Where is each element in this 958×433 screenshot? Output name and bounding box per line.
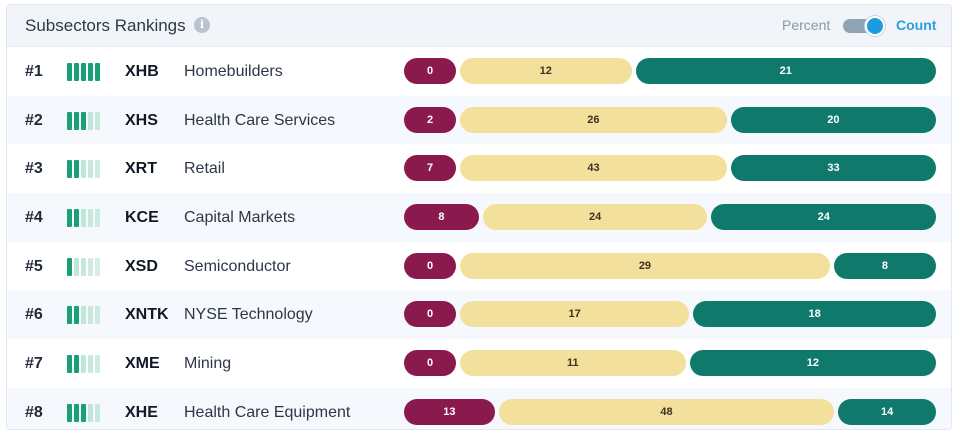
subsectors-rankings-panel: Subsectors Rankings i Percent Count #1 XH… bbox=[6, 4, 952, 430]
negative-count-bar[interactable]: 2 bbox=[404, 106, 456, 133]
ranking-row[interactable]: #2 XHS Health Care Services 2 26 20 bbox=[7, 95, 951, 145]
breakdown-bar: 8 24 24 bbox=[404, 204, 936, 231]
negative-count-bar[interactable]: 0 bbox=[404, 301, 456, 328]
percent-count-switch[interactable] bbox=[843, 16, 887, 36]
rank-number: #2 bbox=[25, 111, 43, 129]
subsector-name: Mining bbox=[184, 355, 232, 373]
ranking-row[interactable]: #8 XHE Health Care Equipment 13 48 14 bbox=[7, 387, 951, 429]
panel-header: Subsectors Rankings i Percent Count bbox=[7, 5, 951, 47]
strength-indicator-icon bbox=[67, 403, 100, 422]
rank-number: #6 bbox=[25, 306, 43, 324]
percent-toggle-label[interactable]: Percent bbox=[782, 17, 831, 33]
neutral-count-bar[interactable]: 24 bbox=[482, 204, 708, 231]
ticker-symbol[interactable]: XSD bbox=[125, 257, 158, 275]
negative-count-bar[interactable]: 0 bbox=[404, 58, 456, 84]
ticker-symbol[interactable]: XHE bbox=[125, 403, 158, 421]
negative-count-bar[interactable]: 13 bbox=[404, 398, 495, 425]
negative-count-bar[interactable]: 7 bbox=[404, 155, 456, 182]
strength-indicator-icon bbox=[67, 63, 100, 81]
breakdown-bar: 0 12 21 bbox=[404, 58, 936, 84]
strength-indicator-icon bbox=[67, 209, 100, 228]
panel-title: Subsectors Rankings bbox=[25, 16, 186, 35]
subsector-name: Capital Markets bbox=[184, 209, 296, 227]
positive-count-bar[interactable]: 33 bbox=[731, 155, 936, 182]
count-toggle-label[interactable]: Count bbox=[896, 17, 937, 33]
subsector-name: Health Care Services bbox=[184, 111, 336, 129]
ranking-row[interactable]: #6 XNTK NYSE Technology 0 17 18 bbox=[7, 290, 951, 340]
rank-number: #8 bbox=[25, 403, 43, 421]
strength-indicator-icon bbox=[67, 160, 100, 179]
positive-count-bar[interactable]: 18 bbox=[693, 301, 936, 328]
negative-count-bar[interactable]: 0 bbox=[404, 350, 456, 377]
ticker-symbol[interactable]: XHB bbox=[125, 63, 159, 80]
rank-number: #1 bbox=[25, 63, 43, 80]
rank-number: #3 bbox=[25, 160, 43, 178]
rank-number: #7 bbox=[25, 355, 43, 373]
positive-count-bar[interactable]: 24 bbox=[711, 204, 936, 231]
ticker-symbol[interactable]: XNTK bbox=[125, 306, 169, 324]
subsector-name: Health Care Equipment bbox=[184, 403, 351, 421]
positive-count-bar[interactable]: 21 bbox=[635, 58, 936, 84]
ranking-row[interactable]: #3 XRT Retail 7 43 33 bbox=[7, 144, 951, 193]
neutral-count-bar[interactable]: 12 bbox=[460, 58, 632, 84]
breakdown-bar: 0 17 18 bbox=[404, 301, 936, 328]
breakdown-bar: 0 29 8 bbox=[404, 252, 936, 279]
ranking-row[interactable]: #4 KCE Capital Markets 8 24 24 bbox=[7, 193, 951, 242]
strength-indicator-icon bbox=[67, 111, 100, 130]
ranking-row[interactable]: #7 XME Mining 0 11 12 bbox=[7, 339, 951, 388]
subsector-name: Retail bbox=[184, 160, 225, 178]
neutral-count-bar[interactable]: 17 bbox=[460, 301, 690, 328]
neutral-count-bar[interactable]: 26 bbox=[460, 106, 727, 133]
subsector-name: NYSE Technology bbox=[184, 306, 313, 324]
switch-knob bbox=[865, 16, 885, 36]
ticker-symbol[interactable]: XME bbox=[125, 355, 160, 373]
ranking-row[interactable]: #5 XSD Semiconductor 0 29 8 bbox=[7, 242, 951, 291]
strength-indicator-icon bbox=[67, 306, 100, 325]
positive-count-bar[interactable]: 8 bbox=[833, 252, 936, 279]
neutral-count-bar[interactable]: 11 bbox=[460, 350, 686, 377]
neutral-count-bar[interactable]: 48 bbox=[498, 398, 835, 425]
negative-count-bar[interactable]: 0 bbox=[404, 252, 456, 279]
rankings-list: #1 XHB Homebuilders 0 12 21 #2 XHS Health Care S… bbox=[7, 47, 951, 429]
subsector-name: Semiconductor bbox=[184, 257, 291, 275]
rank-number: #4 bbox=[25, 209, 43, 227]
breakdown-bar: 7 43 33 bbox=[404, 155, 936, 182]
breakdown-bar: 2 26 20 bbox=[404, 106, 936, 133]
subsector-name: Homebuilders bbox=[184, 63, 283, 80]
ticker-symbol[interactable]: KCE bbox=[125, 209, 159, 227]
rank-number: #5 bbox=[25, 257, 43, 275]
breakdown-bar: 13 48 14 bbox=[404, 398, 936, 425]
ranking-row[interactable]: #1 XHB Homebuilders 0 12 21 bbox=[7, 47, 951, 96]
neutral-count-bar[interactable]: 43 bbox=[460, 155, 728, 182]
strength-indicator-icon bbox=[67, 355, 100, 374]
breakdown-bar: 0 11 12 bbox=[404, 350, 936, 377]
ticker-symbol[interactable]: XRT bbox=[125, 160, 157, 178]
positive-count-bar[interactable]: 14 bbox=[838, 398, 936, 425]
positive-count-bar[interactable]: 12 bbox=[689, 350, 936, 377]
positive-count-bar[interactable]: 20 bbox=[730, 106, 936, 133]
ticker-symbol[interactable]: XHS bbox=[125, 111, 158, 129]
neutral-count-bar[interactable]: 29 bbox=[460, 252, 830, 279]
negative-count-bar[interactable]: 8 bbox=[404, 204, 479, 231]
info-icon[interactable]: i bbox=[194, 17, 210, 33]
strength-indicator-icon bbox=[67, 257, 100, 276]
